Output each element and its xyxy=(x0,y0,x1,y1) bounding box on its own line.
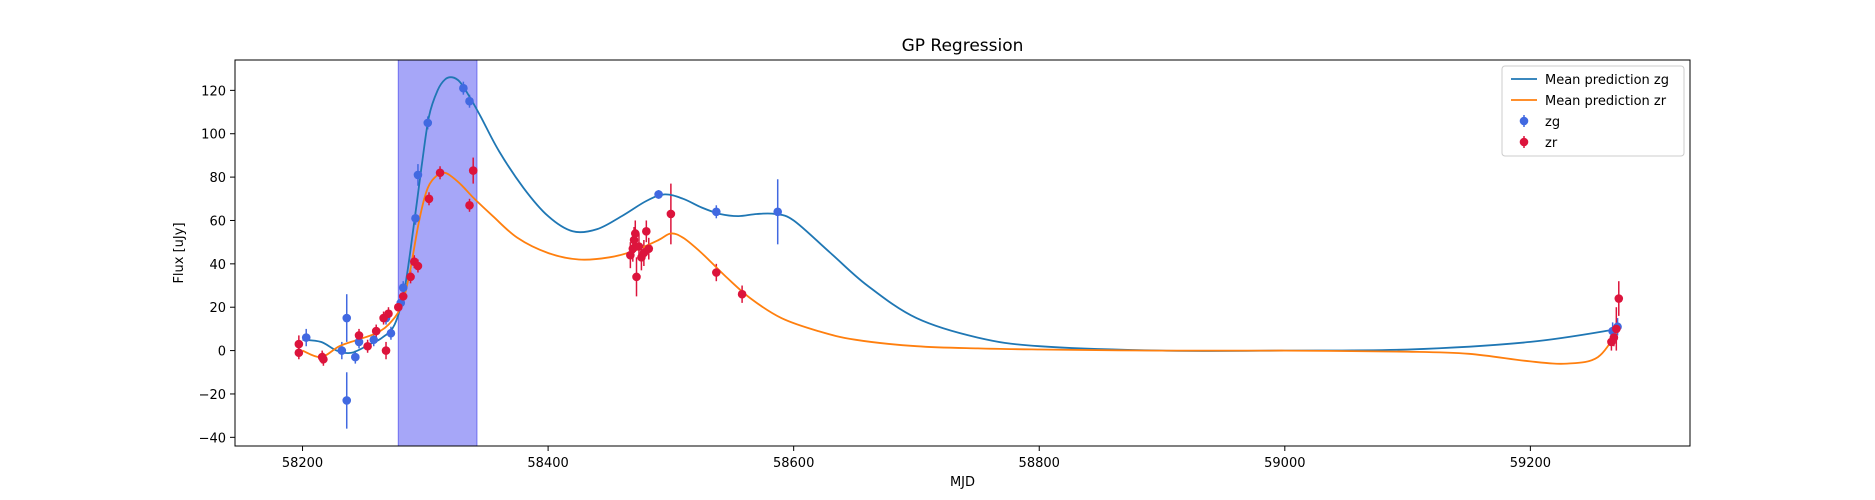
legend-label: zr xyxy=(1545,136,1558,151)
data-point-zg xyxy=(712,207,721,217)
data-point-zg xyxy=(413,170,423,180)
legend: Mean prediction zg Mean prediction zr zg zr xyxy=(1501,65,1685,157)
mean-prediction-line-zr xyxy=(302,171,1620,365)
legend-label: zg xyxy=(1545,115,1560,130)
data-point-zr xyxy=(354,331,364,340)
y-tick-label: 80 xyxy=(209,171,226,186)
data-point-zr xyxy=(629,235,639,245)
data-point-zr xyxy=(666,209,676,219)
y-axis-ticks: −40 −20 0 20 40 60 80 100 120 xyxy=(199,84,235,446)
legend-swatch-marker-zr xyxy=(1519,137,1529,147)
legend-box xyxy=(1501,65,1685,157)
data-point-zg xyxy=(465,96,474,106)
shaded-region-layer xyxy=(397,59,478,447)
x-axis-ticks: 58200 58400 58600 58800 59000 59200 xyxy=(282,446,1551,471)
data-point-zr xyxy=(1612,324,1621,334)
y-tick-label: −20 xyxy=(199,388,226,403)
data-point-zr xyxy=(468,166,478,175)
mean-prediction-layer xyxy=(302,76,1620,365)
legend-swatch-marker-zg xyxy=(1519,116,1529,126)
y-tick-label: −40 xyxy=(199,431,226,446)
data-point-zg xyxy=(354,337,364,347)
data-point-zg xyxy=(398,283,408,292)
y-tick-label: 20 xyxy=(209,301,226,316)
legend-label: Mean prediction zr xyxy=(1545,94,1667,109)
data-point-zg xyxy=(773,207,783,217)
x-axis-label: MJD xyxy=(950,475,975,490)
data-point-zr xyxy=(294,348,304,358)
data-point-zg xyxy=(654,190,663,199)
data-point-zr xyxy=(632,272,641,282)
data-point-zr xyxy=(384,309,393,319)
data-point-zg xyxy=(342,313,352,323)
y-tick-label: 40 xyxy=(209,258,226,273)
data-point-zg xyxy=(351,352,360,362)
data-point-zr xyxy=(394,302,403,312)
x-tick-label: 58200 xyxy=(282,456,323,471)
data-point-zr xyxy=(424,194,434,204)
data-point-zr xyxy=(1609,333,1619,342)
data-point-zr xyxy=(406,272,415,282)
y-axis-label: Flux [uJy] xyxy=(172,222,187,283)
data-point-zr xyxy=(626,250,635,260)
data-point-zg xyxy=(386,328,396,338)
x-tick-label: 59000 xyxy=(1264,456,1305,471)
data-point-zr xyxy=(634,242,644,251)
plot-frame xyxy=(234,59,1691,447)
data-point-zg xyxy=(459,83,468,93)
data-point-zr xyxy=(737,289,747,299)
data-point-layer xyxy=(294,83,1624,405)
x-tick-label: 58400 xyxy=(527,456,568,471)
data-point-zr xyxy=(1614,294,1624,303)
data-point-zg xyxy=(369,335,379,345)
y-tick-label: 120 xyxy=(201,84,226,99)
data-point-zr xyxy=(363,341,372,351)
data-point-zr xyxy=(644,244,654,253)
legend-label: Mean prediction zg xyxy=(1545,73,1669,88)
data-point-zr xyxy=(413,261,423,271)
data-point-zr xyxy=(435,168,445,178)
data-point-zg xyxy=(337,346,347,355)
y-tick-label: 60 xyxy=(209,214,226,229)
data-point-zr xyxy=(371,326,381,336)
chart-title: GP Regression xyxy=(902,36,1024,56)
data-point-zr xyxy=(319,354,328,364)
errorbar-layer xyxy=(298,81,1620,429)
data-point-zg xyxy=(411,214,420,223)
x-tick-label: 58800 xyxy=(1019,456,1060,471)
mean-prediction-line-zg xyxy=(302,76,1619,355)
data-point-zr xyxy=(465,200,474,210)
data-point-zg xyxy=(301,333,311,342)
y-tick-label: 0 xyxy=(218,345,226,360)
shaded-region xyxy=(397,59,478,447)
data-point-zr xyxy=(294,339,304,349)
x-tick-label: 58600 xyxy=(773,456,814,471)
x-tick-label: 59200 xyxy=(1510,456,1551,471)
data-point-zr xyxy=(398,292,408,301)
data-point-zr xyxy=(630,229,640,238)
data-point-zr xyxy=(712,268,721,277)
data-point-zg xyxy=(342,396,352,405)
data-point-zg xyxy=(423,118,433,128)
data-point-zr xyxy=(381,346,391,355)
y-tick-label: 100 xyxy=(201,128,226,143)
data-point-zr xyxy=(642,227,651,236)
